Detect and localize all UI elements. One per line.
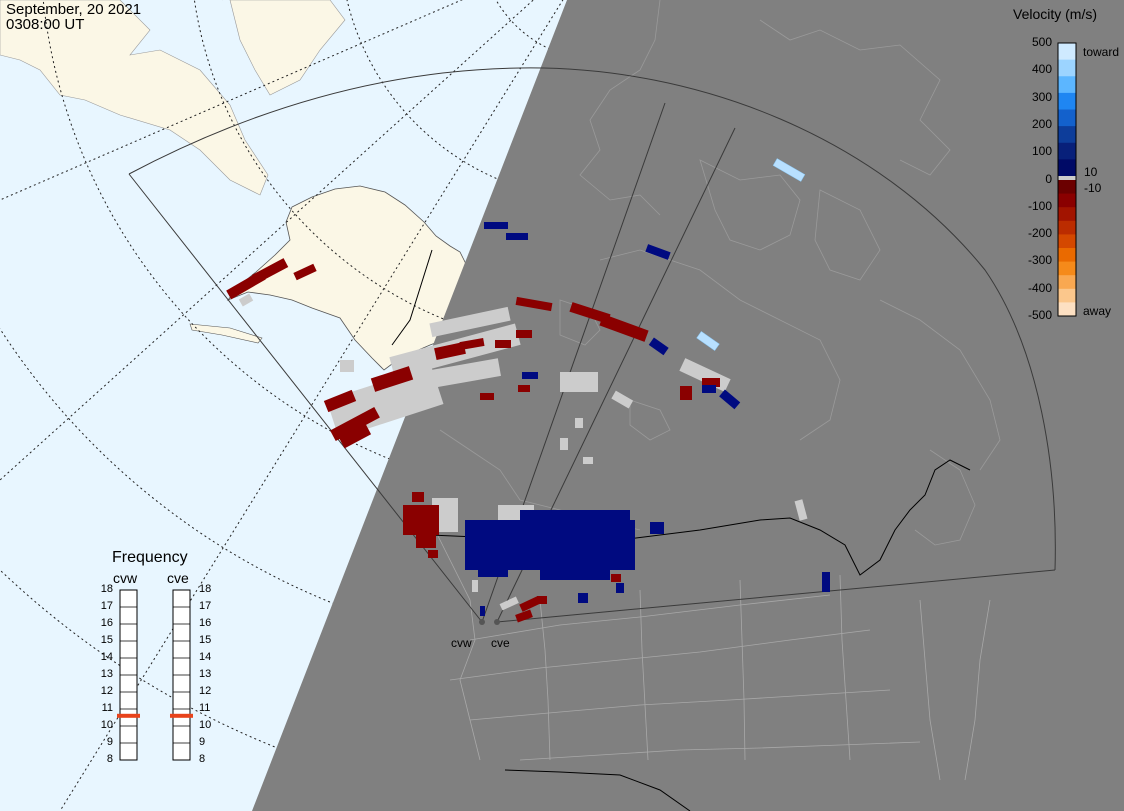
colorbar-segment-toward — [1058, 126, 1076, 144]
colorbar-tick-label: 300 — [1031, 89, 1052, 104]
frequency-scale-right: 14 — [199, 651, 212, 663]
frequency-scale-right: 13 — [199, 668, 212, 680]
colorbar-tick-label: 200 — [1031, 116, 1052, 131]
mexico-border — [504, 769, 691, 811]
frequency-scale-right: 12 — [199, 685, 212, 697]
frequency-scale-left: 8 — [106, 753, 113, 765]
frequency-scale-left: 15 — [100, 634, 113, 646]
colorbar-segment-away — [1058, 180, 1076, 195]
frequency-scale-left: 14 — [100, 651, 113, 663]
frequency-scale-left: 10 — [100, 719, 113, 731]
arctic-land-top — [0, 0, 269, 196]
colorbar-segment-toward — [1058, 59, 1076, 77]
velocity-colorbar — [1057, 42, 1077, 317]
frequency-scale-right: 15 — [199, 634, 212, 646]
colorbar-tick-label: -300 — [1027, 253, 1052, 268]
colorbar-tick-label: 0 — [1045, 171, 1052, 186]
colorbar-title: Velocity (m/s) — [1013, 6, 1098, 22]
frequency-scale-left: 18 — [100, 583, 113, 595]
alaska-canada-border — [391, 249, 433, 346]
colorbar-segment-toward — [1058, 43, 1076, 61]
colorbar-segment-toward — [1058, 159, 1076, 177]
us-state-borders — [429, 519, 991, 781]
colorbar-tick-label: 100 — [1031, 144, 1052, 159]
frequency-marker — [170, 713, 193, 718]
colorbar-tick-label: -500 — [1027, 308, 1052, 322]
frequency-scale-left: 13 — [100, 668, 113, 680]
frequency-scale-left: 16 — [100, 617, 113, 629]
colorbar-border — [1057, 42, 1077, 317]
radar-label-cve: cve — [491, 636, 510, 650]
colorbar-segment-away — [1058, 234, 1076, 249]
colorbar-inner-negative: -10 — [1084, 181, 1102, 195]
colorbar-segment-away — [1058, 220, 1076, 235]
frequency-scale-left: 9 — [106, 736, 113, 748]
frequency-scale-right: 10 — [199, 719, 212, 731]
colorbar-segment-toward — [1058, 142, 1076, 160]
colorbar-away-label: away — [1083, 304, 1112, 318]
frequency-radar-cve: cve — [167, 570, 189, 586]
colorbar-segment-away — [1058, 193, 1076, 208]
night-region — [252, 0, 1124, 811]
colorbar-tick-label: 500 — [1031, 35, 1052, 49]
radar-site-cve — [494, 619, 500, 625]
frequency-scale-right: 11 — [199, 702, 211, 714]
velocity-away-cells — [226, 258, 720, 623]
colorbar-segment-toward — [1058, 76, 1076, 94]
frequency-scale-right: 8 — [199, 753, 206, 765]
colorbar-segment-away — [1058, 207, 1076, 222]
time-label: 0308:00 UT — [6, 16, 85, 33]
radar-label-cvw: cvw — [451, 636, 472, 650]
colorbar-inner-positive: 10 — [1084, 165, 1098, 179]
frequency-scale-right: 17 — [199, 600, 212, 612]
radar-site-cvw — [479, 619, 485, 625]
colorbar-segment-toward — [1058, 92, 1076, 110]
colorbar-tick-label: 400 — [1031, 62, 1052, 77]
frequency-gauges — [117, 589, 193, 761]
colorbar-tick-label: -200 — [1027, 226, 1052, 241]
velocity-toward-cells — [465, 222, 830, 616]
colorbar-segment-away — [1058, 261, 1076, 276]
aleutian-islands — [189, 323, 263, 344]
colorbar-segment-zero — [1058, 176, 1076, 180]
frequency-radar-cvw: cvw — [113, 570, 138, 586]
colorbar-segment-away — [1058, 302, 1076, 317]
colorbar-segment-away — [1058, 288, 1076, 303]
frequency-scale-left: 11 — [101, 702, 113, 714]
arctic-land-top-2 — [229, 0, 346, 96]
colorbar-segment-away — [1058, 248, 1076, 263]
frequency-scale-left: 17 — [100, 600, 113, 612]
frequency-scale-right: 18 — [199, 583, 212, 595]
colorbar-segment-toward — [1058, 109, 1076, 127]
date-label: September, 20 2021 — [6, 1, 142, 18]
colorbar-tick-label: -100 — [1027, 198, 1052, 213]
velocity-high-toward-cells — [696, 158, 806, 351]
frequency-scale-right: 16 — [199, 617, 212, 629]
colorbar-tick-label: -400 — [1027, 280, 1052, 295]
frequency-scale-right: 9 — [199, 736, 206, 748]
frequency-scale-left: 12 — [100, 685, 113, 697]
colorbar-segment-away — [1058, 275, 1076, 290]
frequency-title: Frequency — [112, 549, 188, 566]
frequency-marker — [117, 713, 140, 718]
colorbar-toward-label: toward — [1083, 45, 1120, 59]
